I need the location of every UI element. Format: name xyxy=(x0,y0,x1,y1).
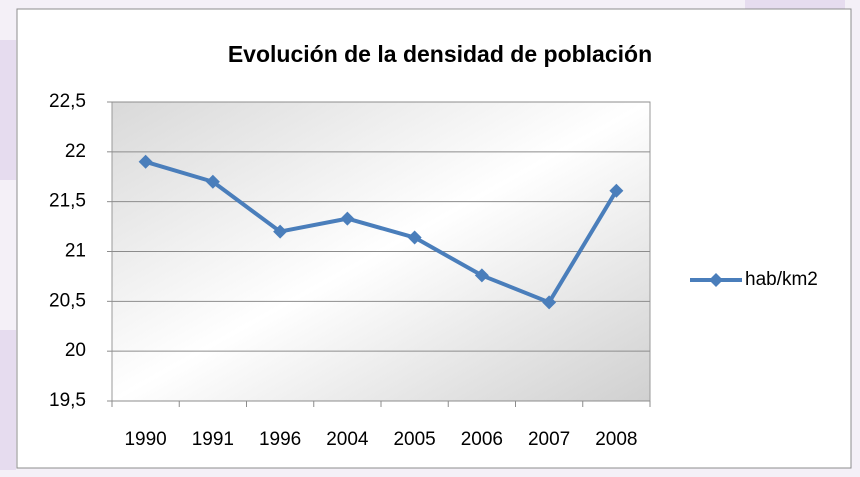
marker xyxy=(474,268,489,283)
marker xyxy=(340,211,355,226)
x-tick-label: 2006 xyxy=(461,429,503,450)
marker xyxy=(609,183,624,198)
x-tick-label: 2005 xyxy=(393,429,435,450)
decor xyxy=(0,40,16,180)
x-tick-label: 2008 xyxy=(595,429,637,450)
legend-label: hab/km2 xyxy=(745,269,818,290)
chart-title: Evolución de la densidad de población xyxy=(228,41,652,67)
x-tick-label: 2004 xyxy=(326,429,369,450)
x-tick-label: 2007 xyxy=(528,429,570,450)
y-tick-label: 21,5 xyxy=(49,191,86,212)
x-tick-label: 1991 xyxy=(192,429,234,450)
marker xyxy=(542,295,557,310)
y-tick-label: 20,5 xyxy=(49,290,86,311)
legend-marker xyxy=(709,273,723,287)
marker xyxy=(138,154,153,169)
x-tick-label: 1996 xyxy=(259,429,301,450)
marker xyxy=(273,224,288,239)
y-tick-label: 22 xyxy=(65,141,86,162)
y-tick-label: 22,5 xyxy=(49,91,86,112)
y-tick-label: 20 xyxy=(65,340,86,361)
decor xyxy=(0,330,16,470)
marker xyxy=(407,230,422,245)
x-tick-label: 1990 xyxy=(124,429,166,450)
y-tick-label: 21 xyxy=(65,241,86,262)
series-line xyxy=(145,159,619,305)
y-tick-label: 19,5 xyxy=(49,390,86,411)
marker xyxy=(205,174,220,189)
